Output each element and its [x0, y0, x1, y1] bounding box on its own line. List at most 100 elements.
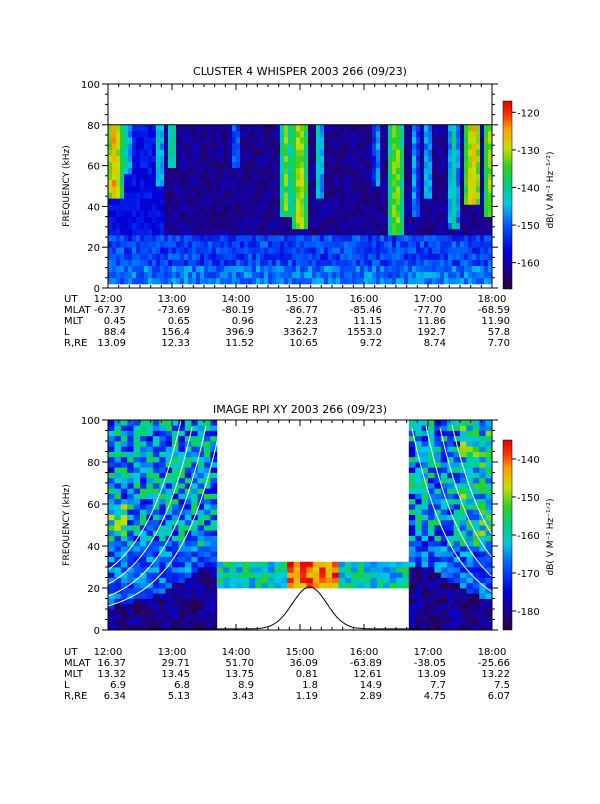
heatmap-cell	[116, 137, 121, 144]
heatmap-cell	[468, 253, 473, 260]
heatmap-cell	[228, 149, 233, 156]
heatmap-cell	[384, 149, 389, 156]
heatmap-cell	[176, 210, 181, 217]
heatmap-cell	[415, 525, 422, 531]
heatmap-cell	[424, 124, 429, 132]
heatmap-cell	[159, 462, 166, 468]
heatmap-cell	[210, 488, 218, 494]
heatmap-cell	[452, 277, 457, 285]
heatmap-cell	[114, 556, 122, 563]
heatmap-cell	[165, 572, 173, 578]
heatmap-cell	[484, 234, 489, 242]
heatmap-cell	[188, 234, 193, 242]
heatmap-cell	[408, 551, 416, 557]
heatmap-cell	[148, 167, 153, 175]
heatmap-cell	[140, 567, 147, 573]
heatmap-cell	[448, 271, 453, 279]
heatmap-cell	[108, 441, 115, 447]
heatmap-cell	[133, 456, 141, 463]
heatmap-cell	[197, 488, 205, 494]
heatmap-cell	[380, 222, 385, 230]
heatmap-cell	[280, 130, 285, 138]
heatmap-cell	[127, 609, 134, 615]
heatmap-cell	[108, 551, 115, 557]
heatmap-cell	[325, 572, 333, 578]
heatmap-cell	[228, 259, 233, 266]
heatmap-cell	[133, 619, 141, 626]
heatmap-cell	[415, 567, 422, 573]
heatmap-cell	[336, 247, 341, 254]
heatmap-cell	[108, 253, 113, 260]
heatmap-cell	[488, 173, 493, 181]
heatmap-cell	[360, 161, 365, 169]
ephemeris-value: -38.05	[414, 658, 446, 669]
heatmap-cell	[452, 192, 457, 199]
heatmap-cell	[160, 265, 165, 273]
heatmap-cell	[160, 241, 165, 248]
heatmap-cell	[348, 179, 353, 187]
heatmap-cell	[479, 624, 486, 631]
heatmap-cell	[356, 149, 361, 156]
heatmap-cell	[212, 265, 217, 273]
heatmap-cell	[165, 567, 173, 573]
heatmap-cell	[108, 561, 115, 568]
heatmap-cell	[360, 210, 365, 217]
heatmap-cell	[128, 137, 133, 144]
heatmap-cell	[485, 435, 493, 442]
heatmap-cell	[240, 216, 245, 224]
heatmap-cell	[197, 577, 205, 584]
heatmap-cell	[408, 161, 413, 169]
heatmap-cell	[408, 446, 416, 452]
heatmap-cell	[408, 430, 416, 437]
heatmap-cell	[127, 551, 134, 557]
heatmap-cell	[165, 525, 173, 531]
heatmap-cell	[456, 216, 461, 224]
heatmap-cell	[261, 561, 269, 568]
heatmap-cell	[421, 462, 429, 468]
colorbar-tick-label: -140	[517, 455, 540, 466]
heatmap-cell	[255, 567, 262, 573]
heatmap-cell	[408, 582, 416, 589]
heatmap-cell	[396, 149, 401, 156]
heatmap-cell	[408, 514, 416, 521]
heatmap-cell	[178, 582, 186, 589]
heatmap-cell	[466, 456, 474, 463]
heatmap-cell	[444, 161, 449, 169]
heatmap-cell	[114, 519, 122, 526]
heatmap-cell	[136, 179, 141, 187]
heatmap-cell	[165, 451, 173, 458]
heatmap-cell	[480, 155, 485, 162]
heatmap-cell	[210, 540, 218, 547]
heatmap-cell	[320, 161, 325, 169]
heatmap-cell	[466, 609, 474, 615]
heatmap-cell	[165, 619, 173, 626]
heatmap-cell	[434, 609, 442, 615]
heatmap-cell	[488, 167, 493, 175]
colorbar-tick-label: -160	[517, 259, 540, 270]
heatmap-cell	[210, 598, 218, 605]
heatmap-cell	[316, 228, 321, 236]
heatmap-cell	[479, 614, 486, 620]
heatmap-cell	[144, 210, 149, 217]
heatmap-cell	[204, 124, 209, 132]
heatmap-cell	[248, 149, 253, 156]
heatmap-cell	[296, 167, 301, 175]
heatmap-cell	[112, 167, 117, 175]
heatmap-cell	[292, 179, 297, 187]
heatmap-cell	[332, 204, 337, 211]
heatmap-cell	[159, 624, 166, 631]
heatmap-cell	[165, 582, 173, 589]
heatmap-cell	[180, 161, 185, 169]
heatmap-cell	[152, 467, 160, 473]
heatmap-cell	[280, 204, 285, 211]
heatmap-cell	[448, 192, 453, 199]
heatmap-cell	[380, 143, 385, 150]
heatmap-cell	[440, 498, 448, 505]
heatmap-cell	[184, 204, 189, 211]
heatmap-cell	[312, 130, 317, 138]
heatmap-cell	[316, 210, 321, 217]
heatmap-cell	[212, 124, 217, 132]
heatmap-cell	[188, 192, 193, 199]
heatmap-cell	[440, 467, 448, 473]
heatmap-cell	[408, 624, 416, 631]
